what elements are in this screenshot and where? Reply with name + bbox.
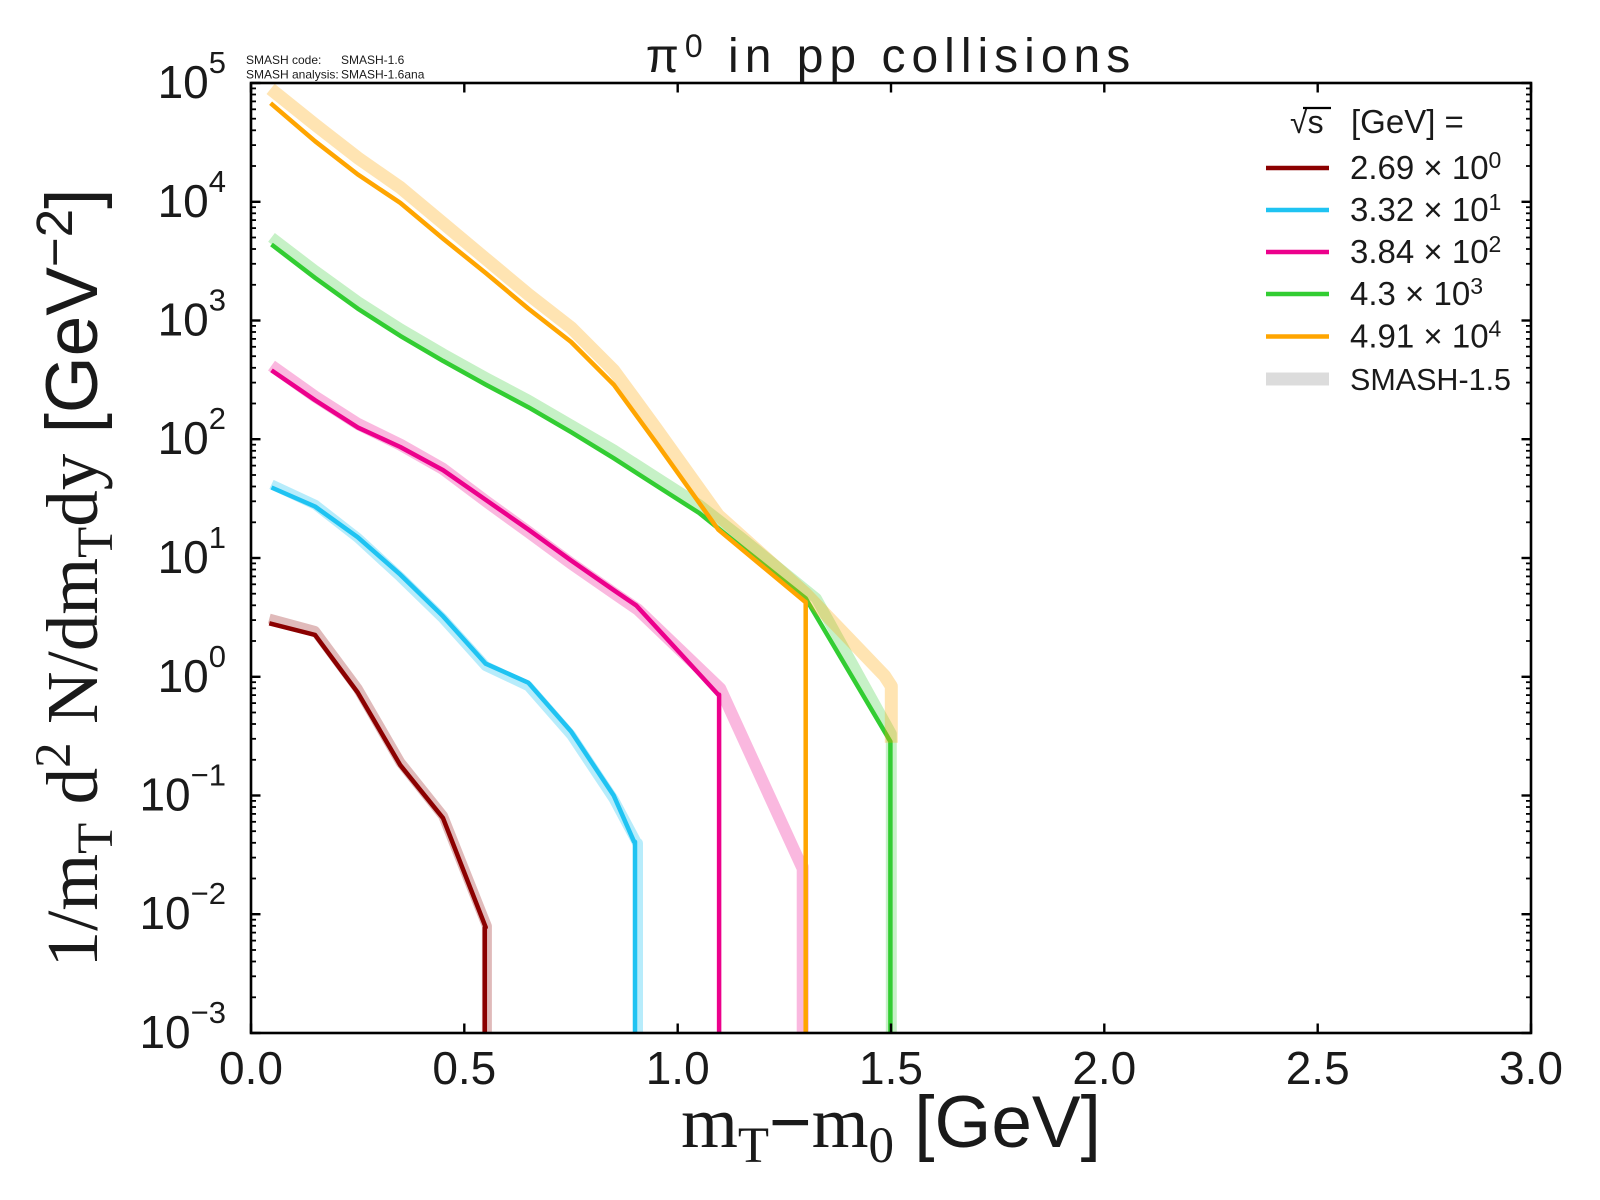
svg-text:2.69 × 100: 2.69 × 100 — [1350, 147, 1501, 186]
svg-text:SMASH code:: SMASH code: — [246, 53, 321, 67]
svg-text:0.0: 0.0 — [219, 1042, 283, 1094]
svg-text:4.91 × 104: 4.91 × 104 — [1350, 316, 1502, 355]
svg-text:3.32 × 101: 3.32 × 101 — [1350, 189, 1501, 228]
svg-text:1.5: 1.5 — [859, 1042, 923, 1094]
svg-text:SMASH analysis:: SMASH analysis: — [246, 68, 339, 82]
svg-text:[GeV] =: [GeV] = — [1351, 103, 1464, 140]
svg-text:0.5: 0.5 — [432, 1042, 496, 1094]
svg-text:mT−m0 [GeV]: mT−m0 [GeV] — [681, 1082, 1101, 1174]
svg-text:1/mT d2 N/dmTdy [GeV−2]: 1/mT d2 N/dmTdy [GeV−2] — [26, 189, 124, 968]
svg-text:SMASH-1.6: SMASH-1.6 — [341, 53, 405, 67]
svg-text:1.0: 1.0 — [646, 1042, 710, 1094]
svg-text:2.5: 2.5 — [1286, 1042, 1350, 1094]
svg-text:SMASH-1.5: SMASH-1.5 — [1350, 363, 1511, 397]
svg-text:SMASH-1.6ana: SMASH-1.6ana — [341, 68, 425, 82]
svg-text:2.0: 2.0 — [1072, 1042, 1136, 1094]
svg-text:π0 in pp collisions: π0 in pp collisions — [646, 28, 1136, 83]
svg-text:√s: √s — [1290, 104, 1324, 140]
svg-text:3.0: 3.0 — [1499, 1042, 1563, 1094]
svg-text:3.84 × 102: 3.84 × 102 — [1350, 231, 1501, 270]
svg-text:4.3 × 103: 4.3 × 103 — [1350, 273, 1483, 312]
